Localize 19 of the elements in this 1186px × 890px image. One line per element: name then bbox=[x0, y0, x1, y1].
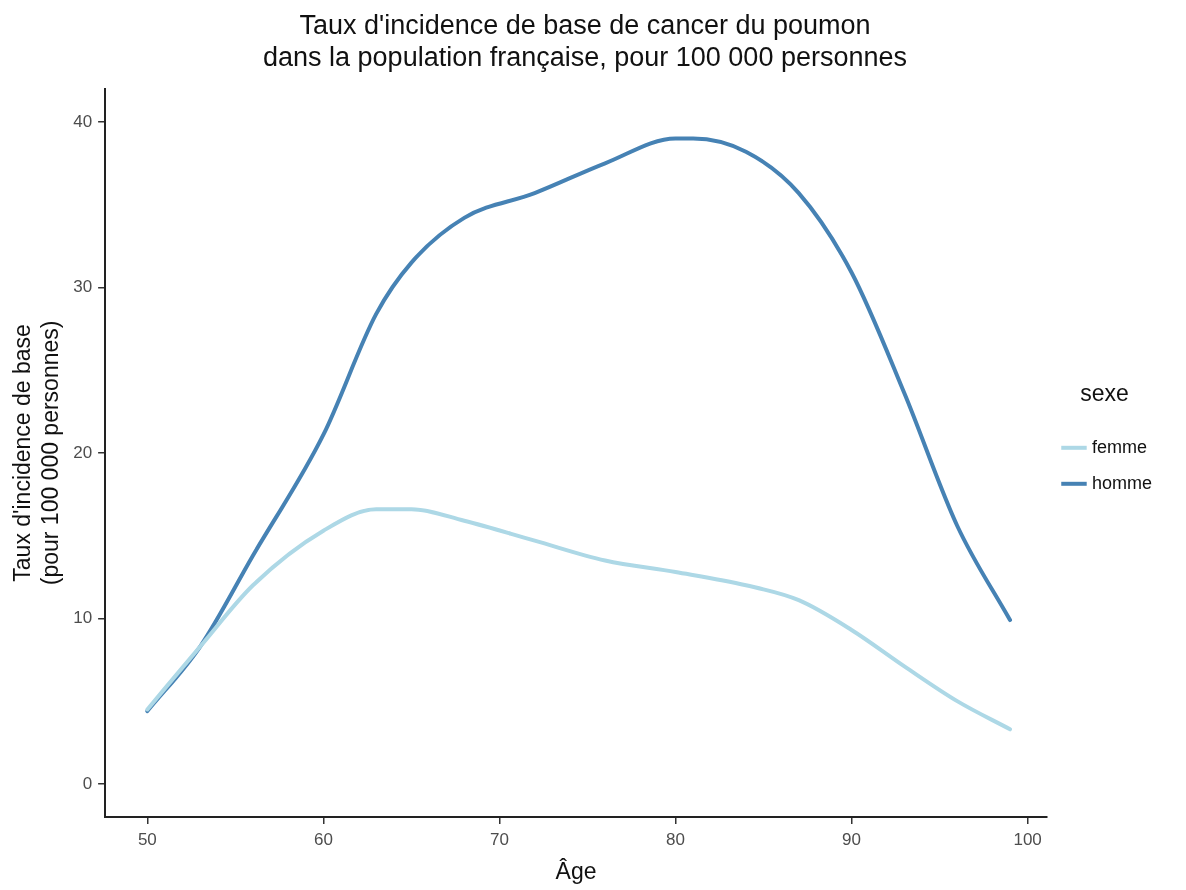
x-tick-label: 100 bbox=[1013, 829, 1042, 849]
x-axis-title: Âge bbox=[555, 857, 597, 884]
legend-label: homme bbox=[1091, 472, 1153, 493]
x-tick-label: 80 bbox=[666, 829, 685, 849]
x-tick-label: 70 bbox=[490, 829, 509, 849]
legend-title: sexe bbox=[1080, 380, 1129, 407]
x-tick-label: 60 bbox=[313, 829, 333, 849]
y-tick-label: 0 bbox=[82, 773, 93, 793]
y-tick-label: 20 bbox=[73, 442, 93, 462]
line-series bbox=[145, 136, 1013, 714]
line-series bbox=[145, 507, 1013, 732]
y-tick-label: 40 bbox=[73, 111, 93, 131]
y-tick-label: 10 bbox=[73, 608, 93, 628]
legend-label: femme bbox=[1091, 436, 1147, 457]
chart-title: Taux d'incidence de base de cancer du poumon dans la population française, pour 100 000 personnes bbox=[263, 9, 907, 73]
x-tick-label: 50 bbox=[137, 829, 157, 849]
y-tick-label: 30 bbox=[73, 277, 93, 297]
x-tick-label: 90 bbox=[842, 829, 862, 849]
y-axis-title: Taux d'incidence de base (pour 100 000 personnes) bbox=[9, 320, 63, 586]
